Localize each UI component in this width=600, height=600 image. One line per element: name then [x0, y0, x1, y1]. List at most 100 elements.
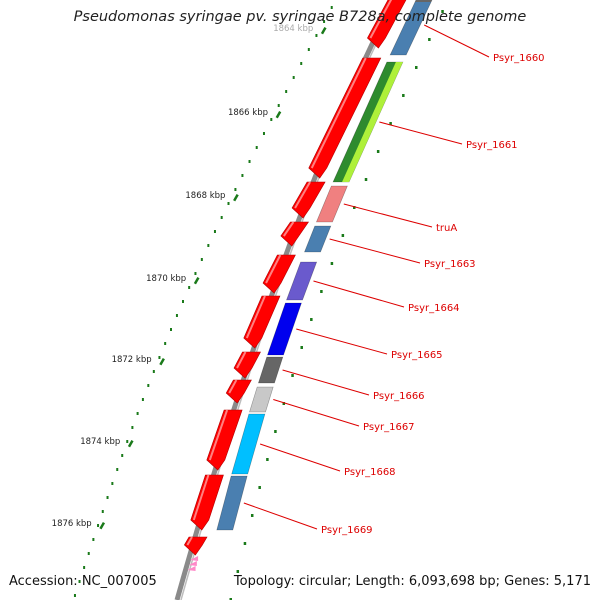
gene-label-connector — [243, 502, 318, 530]
gene-shine — [369, 0, 393, 39]
gene-label-Psyr_1666: Psyr_1666 — [373, 391, 425, 402]
scale-dot — [116, 468, 119, 471]
small-feature — [187, 566, 196, 571]
scale-dot — [131, 426, 134, 429]
gene-block-Psyr_1666 — [258, 356, 284, 384]
scale-dot — [220, 216, 223, 219]
scale-dot — [270, 118, 273, 121]
inner-tick — [364, 178, 368, 181]
inner-tick — [236, 570, 240, 573]
gene-label-connector — [423, 24, 490, 58]
gene-block-truA — [315, 185, 348, 223]
forward-gene-arrow — [243, 295, 281, 349]
scale-dot — [101, 510, 104, 513]
scale-dot — [234, 188, 237, 191]
scale-major-tick — [159, 358, 165, 366]
inner-tick — [258, 486, 261, 489]
reverse-strand-features — [216, 0, 444, 600]
scale-label: 1866 kbp — [228, 108, 268, 118]
scale-dot — [136, 412, 139, 415]
gene-block-partial — [415, 0, 433, 2]
forward-gene-arrow — [280, 221, 310, 247]
inner-tick — [250, 514, 254, 517]
scale-dot — [213, 230, 216, 233]
inner-tick — [229, 598, 233, 600]
scale-dot — [241, 174, 244, 177]
inner-tick — [441, 10, 444, 13]
forward-gene-arrow — [190, 474, 224, 531]
scale-dot — [92, 538, 95, 541]
gene-label-Psyr_1661: Psyr_1661 — [466, 140, 518, 151]
gene-shine — [186, 536, 193, 546]
scale-major-tick — [193, 277, 200, 285]
inner-tick — [428, 38, 431, 41]
inner-tick — [266, 458, 269, 461]
scale-dot — [141, 398, 144, 401]
scale-dot — [78, 580, 81, 583]
forward-gene-arrow — [183, 536, 208, 556]
inner-tick — [291, 374, 294, 377]
gene-block-Psyr_1667 — [249, 386, 274, 413]
forward-gene-arrow — [206, 409, 243, 471]
scale-label: 1874 kbp — [80, 437, 120, 447]
inner-tick — [330, 262, 334, 265]
gene-label-connector — [343, 203, 433, 228]
gene-block-Psyr_1663 — [304, 225, 332, 253]
scale-dot — [152, 370, 155, 373]
gene-label-connector — [296, 328, 388, 355]
gene-block-shade — [342, 62, 403, 182]
gene-label-Psyr_1664: Psyr_1664 — [408, 303, 460, 314]
scale-dot — [200, 258, 203, 261]
scale-dot — [111, 482, 114, 485]
scale-dot — [169, 328, 172, 331]
scale-dot — [147, 384, 150, 387]
genome-summary: Topology: circular; Length: 6,093,698 bp… — [233, 574, 591, 589]
gene-block-Psyr_1665 — [267, 302, 302, 356]
forward-gene-arrow — [291, 181, 326, 219]
scale-label: 1876 kbp — [52, 519, 92, 529]
scale-dot — [121, 454, 124, 457]
forward-gene-arrow — [262, 254, 296, 294]
inner-tick — [376, 150, 380, 153]
scale-major-tick — [275, 111, 282, 119]
inner-tick — [320, 290, 323, 293]
small-feature — [190, 556, 199, 561]
scale-dot — [182, 300, 184, 303]
inner-tick — [415, 66, 418, 69]
inner-tick — [282, 402, 286, 405]
gene-shine — [294, 181, 311, 209]
scale-major-tick — [99, 522, 106, 530]
gene-shine — [208, 409, 229, 461]
small-feature — [188, 561, 197, 566]
forward-gene-arrow — [233, 351, 261, 379]
gene-label-connector — [313, 280, 405, 308]
inner-tick — [310, 318, 313, 321]
gene-label-Psyr_1663: Psyr_1663 — [424, 259, 476, 270]
inner-tick — [243, 542, 247, 545]
scale-dot — [175, 314, 178, 317]
scale-dot — [330, 6, 333, 9]
scale-label: 1870 kbp — [146, 274, 186, 284]
scale-label: 1872 kbp — [112, 355, 152, 365]
gene-block-Psyr_1660 — [389, 0, 433, 56]
gene-shine — [265, 254, 282, 284]
gene-shine — [236, 351, 247, 369]
gene-label-Psyr_1660: Psyr_1660 — [493, 53, 545, 64]
gene-label-Psyr_1669: Psyr_1669 — [321, 525, 373, 536]
scale-dot — [307, 48, 310, 51]
gene-label-Psyr_1665: Psyr_1665 — [391, 350, 443, 361]
scale-dot — [300, 62, 303, 65]
scale-dot — [97, 524, 100, 527]
scale-dot — [106, 496, 109, 499]
scale-dot — [83, 566, 86, 569]
inner-tick — [274, 430, 277, 433]
inner-tick — [402, 94, 405, 97]
gene-label-connector — [259, 443, 341, 472]
gene-shine — [245, 295, 266, 339]
scale-dot — [158, 356, 161, 359]
scale-label: 1864 kbp — [273, 24, 313, 34]
gene-label-connector — [273, 399, 360, 427]
forward-strand-features — [183, 0, 407, 571]
scale-dot — [164, 342, 167, 345]
